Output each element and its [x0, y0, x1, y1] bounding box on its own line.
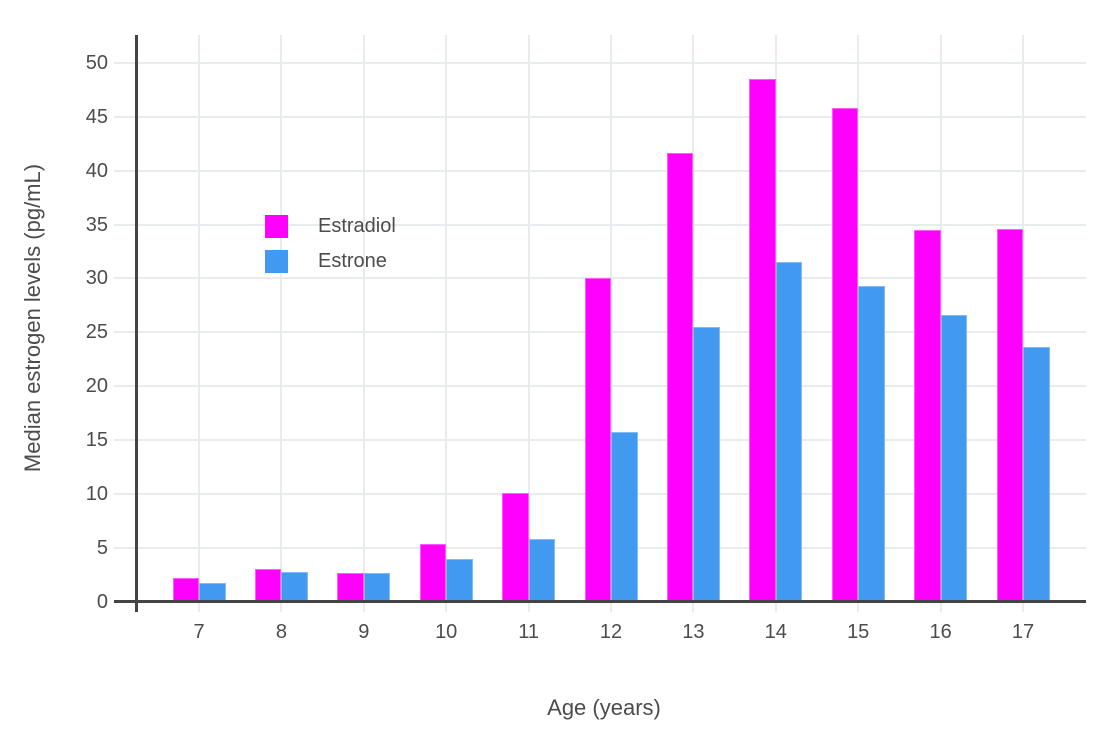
bar-estradiol-age-10[interactable] [419, 544, 447, 602]
y-tick-40 [114, 169, 136, 172]
x-tick-11 [527, 603, 530, 612]
x-tick-label-13: 13 [682, 621, 705, 643]
x-tick-14 [774, 603, 777, 612]
y-axis-line [135, 35, 138, 612]
x-tick-16 [939, 603, 942, 612]
bar-estradiol-age-14[interactable] [749, 79, 776, 602]
y-tick-20 [114, 385, 136, 388]
y-axis-title: Median estrogen levels (pg/mL) [20, 163, 45, 473]
y-tick-label-5: 5 [96, 536, 108, 559]
y-tick-label-0: 0 [96, 590, 108, 613]
x-axis-title: Age (years) [547, 695, 661, 720]
x-axis-line [114, 600, 1086, 603]
legend-label-estrone: Estrone [318, 250, 387, 272]
y-tick-50 [114, 62, 136, 64]
x-gridline-12 [610, 35, 612, 602]
x-tick-8 [280, 603, 283, 612]
y-tick-label-40: 40 [85, 159, 108, 182]
x-gridline-13 [692, 35, 695, 602]
y-tick-45 [114, 115, 136, 118]
bar-estradiol-age-12[interactable] [584, 278, 611, 602]
x-tick-label-15: 15 [847, 621, 870, 643]
y-tick-30 [114, 277, 136, 280]
bar-estrone-age-13[interactable] [693, 326, 720, 602]
bar-estradiol-age-11[interactable] [502, 492, 529, 602]
bar-estrone-age-14[interactable] [775, 262, 803, 602]
y-tick-label-45: 45 [85, 105, 108, 128]
bar-estradiol-age-9[interactable] [337, 573, 364, 602]
x-tick-label-10: 10 [435, 621, 458, 643]
bar-estradiol-age-17[interactable] [996, 228, 1023, 602]
y-tick-5 [114, 546, 136, 549]
x-gridline-9 [362, 35, 365, 602]
bar-estradiol-age-7[interactable] [172, 577, 199, 602]
x-tick-15 [857, 603, 860, 612]
y-tick-25 [114, 331, 136, 334]
x-tick-12 [610, 603, 612, 612]
x-tick-13 [692, 603, 695, 612]
bar-estradiol-age-16[interactable] [914, 229, 941, 602]
bar-estrone-age-9[interactable] [363, 573, 391, 602]
y-tick-label-35: 35 [85, 213, 108, 236]
legend: Estradiol Estrone [265, 215, 396, 285]
y-tick-35 [114, 223, 136, 226]
y-tick-label-30: 30 [85, 267, 108, 290]
x-tick-label-9: 9 [358, 621, 370, 643]
bar-estradiol-age-13[interactable] [666, 153, 694, 602]
bar-estrone-age-12[interactable] [611, 432, 638, 602]
y-tick-15 [114, 438, 136, 441]
bar-estradiol-age-15[interactable] [831, 108, 859, 602]
y-tick-10 [114, 492, 136, 495]
estradiol-swatch-icon [265, 215, 288, 238]
bar-estrone-age-16[interactable] [940, 315, 968, 602]
legend-item-estrone[interactable]: Estrone [265, 250, 396, 273]
bar-estradiol-age-8[interactable] [254, 569, 282, 602]
bar-estrone-age-11[interactable] [528, 539, 556, 602]
x-tick-label-14: 14 [764, 621, 787, 643]
x-tick-10 [445, 603, 448, 612]
x-tick-7 [198, 603, 200, 612]
estrone-swatch-icon [265, 250, 288, 273]
bar-estrone-age-7[interactable] [199, 583, 226, 602]
x-tick-label-7: 7 [193, 621, 205, 643]
bar-estrone-age-15[interactable] [858, 285, 885, 602]
x-tick-label-17: 17 [1011, 621, 1035, 643]
y-tick-label-50: 50 [85, 52, 108, 74]
x-gridline-11 [527, 35, 530, 602]
x-gridline-17 [1022, 35, 1024, 602]
y-tick-label-25: 25 [85, 321, 108, 344]
legend-label-estradiol: Estradiol [318, 215, 396, 237]
x-tick-label-12: 12 [599, 621, 623, 643]
x-tick-17 [1022, 603, 1024, 612]
bar-estrone-age-10[interactable] [446, 559, 473, 602]
x-gridline-10 [445, 35, 448, 602]
x-tick-label-16: 16 [929, 621, 952, 643]
x-gridline-7 [198, 35, 200, 602]
y-tick-label-15: 15 [85, 428, 108, 451]
bar-estrone-age-17[interactable] [1023, 347, 1050, 602]
x-gridline-8 [280, 35, 283, 602]
y-tick-label-20: 20 [85, 375, 108, 398]
y-tick-label-10: 10 [85, 482, 108, 505]
bar-estrone-age-8[interactable] [281, 572, 308, 602]
x-tick-9 [362, 603, 365, 612]
x-tick-label-8: 8 [275, 621, 287, 643]
legend-item-estradiol[interactable]: Estradiol [265, 215, 396, 238]
x-tick-label-11: 11 [518, 621, 539, 643]
